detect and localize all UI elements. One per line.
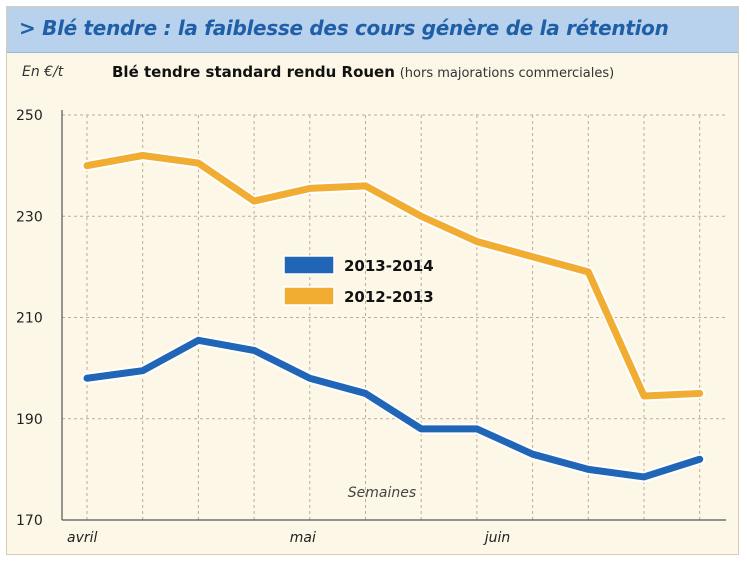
- chart-title-note: (hors majorations commerciales): [399, 66, 615, 81]
- chart-title: Blé tendre standard rendu Rouen (hors ma…: [112, 63, 614, 81]
- x-tick-label: juin: [483, 530, 511, 546]
- legend-label: 2013-2014: [344, 257, 434, 275]
- series-line-2012-2013: [83, 152, 704, 400]
- chart-title-main: Blé tendre standard rendu Rouen: [112, 63, 395, 81]
- series-line-2013-2014: [83, 336, 704, 481]
- x-axis-title: Semaines: [348, 485, 416, 501]
- legend-swatch-2013-2014: [283, 255, 335, 275]
- page-title: > Blé tendre : la faiblesse des cours gé…: [19, 16, 669, 40]
- y-tick-label: 210: [16, 311, 43, 327]
- y-tick-label: 250: [16, 108, 43, 124]
- y-axis-unit: En €/t: [22, 64, 64, 80]
- header-bar: > Blé tendre : la faiblesse des cours gé…: [7, 7, 738, 53]
- y-tick-label: 190: [16, 412, 43, 428]
- legend-swatch-2012-2013: [283, 286, 335, 306]
- y-tick-label: 230: [16, 209, 43, 225]
- y-tick-label: 170: [16, 513, 43, 529]
- x-tick-label: mai: [290, 530, 316, 546]
- legend-label: 2012-2013: [344, 288, 434, 306]
- x-tick-label: avril: [67, 530, 98, 546]
